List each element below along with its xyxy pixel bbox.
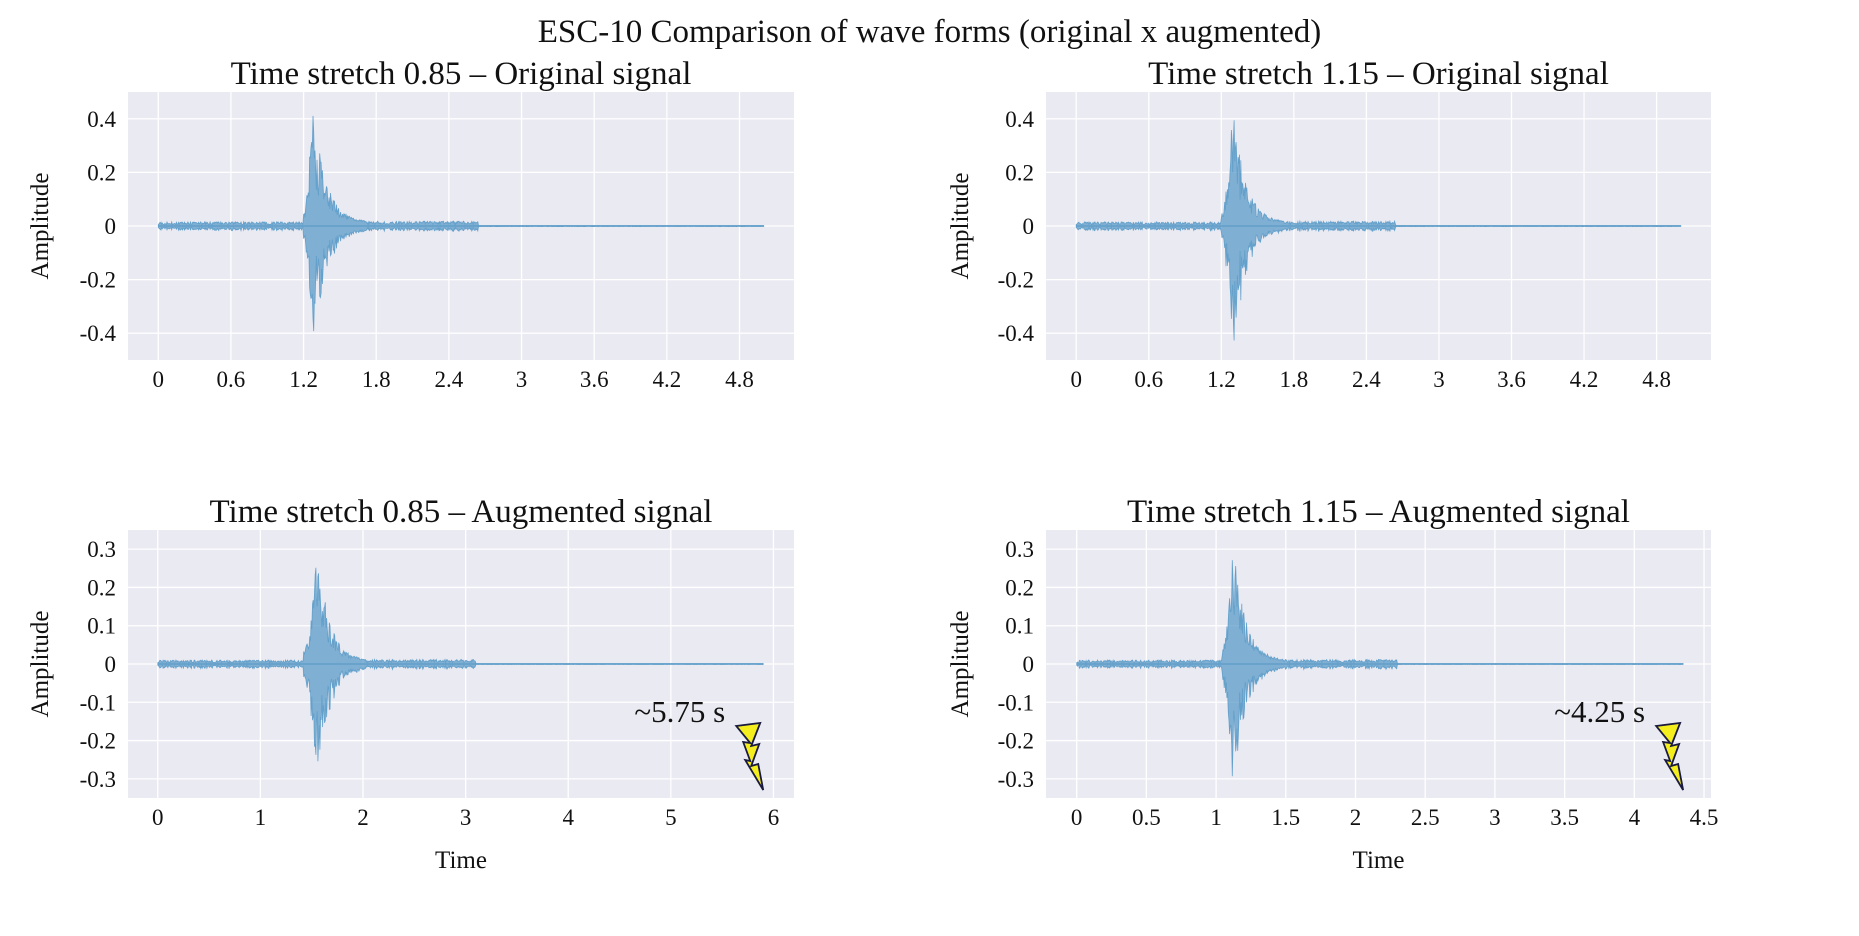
y-tick-label: 0.1: [1005, 614, 1034, 639]
y-tick-label: 0: [1023, 214, 1035, 239]
y-tick-label: -0.2: [80, 729, 116, 754]
x-tick-label: 2: [1350, 805, 1362, 830]
x-tick-label: 6: [768, 805, 780, 830]
x-tick-label: 4.2: [652, 367, 681, 392]
x-tick-label: 1.2: [1207, 367, 1236, 392]
x-tick-label: 3: [460, 805, 472, 830]
x-tick-label: 4: [1629, 805, 1641, 830]
y-tick-label: 0.1: [87, 614, 116, 639]
y-tick-label: 0.4: [1005, 107, 1034, 132]
x-tick-label: 3.6: [1497, 367, 1526, 392]
y-tick-label: -0.1: [80, 690, 116, 715]
x-tick-label: 0.5: [1132, 805, 1161, 830]
figure-title: ESC-10 Comparison of wave forms (origina…: [537, 14, 1322, 50]
x-tick-label: 4.2: [1570, 367, 1599, 392]
x-tick-label: 1.2: [289, 367, 318, 392]
y-tick-label: -0.2: [998, 729, 1034, 754]
y-tick-label: -0.4: [998, 321, 1035, 346]
y-tick-label: 0.2: [87, 160, 116, 185]
panel-stretch-115-augmented: Time stretch 1.15 – Augmented signal 0 0.5…: [947, 494, 1719, 874]
x-tick-label: 4.8: [725, 367, 754, 392]
y-tick-label: 0.4: [87, 107, 116, 132]
x-tick-label: 2.4: [1352, 367, 1381, 392]
duration-annotation: ~4.25 s: [1554, 694, 1645, 729]
x-axis-label: Time: [1353, 847, 1405, 874]
panel-stretch-115-original: Time stretch 1.15 – Original signal 0 0.6 1…: [947, 56, 1711, 392]
lightning-bolt-icon: [1654, 721, 1685, 791]
y-tick-label: 0: [105, 214, 117, 239]
waveform-series: [1075, 120, 1682, 341]
x-tick-label: 3.6: [580, 367, 609, 392]
x-tick-label: 3.5: [1550, 805, 1579, 830]
panel-title: Time stretch 1.15 – Original signal: [1148, 56, 1609, 92]
x-tick-label: 1: [1210, 805, 1222, 830]
y-tick-label: -0.1: [998, 690, 1034, 715]
x-tick-label: 0.6: [217, 367, 246, 392]
x-tick-label: 0: [1070, 367, 1082, 392]
y-tick-label: -0.3: [998, 767, 1034, 792]
x-axis-label: Time: [435, 847, 487, 874]
x-tick-label: 1.8: [362, 367, 391, 392]
y-tick-label: 0.2: [1005, 160, 1034, 185]
panel-title: Time stretch 0.85 – Original signal: [231, 56, 692, 92]
x-tick-label: 1.8: [1279, 367, 1308, 392]
x-tick-label: 4.8: [1642, 367, 1671, 392]
panel-stretch-085-augmented: Time stretch 0.85 – Augmented signal 0 1 2 3…: [27, 494, 794, 874]
y-axis-label: Amplitude: [947, 173, 974, 280]
x-tick-label: 0: [152, 805, 164, 830]
x-tick-label: 0: [1071, 805, 1083, 830]
x-tick-label: 1.5: [1271, 805, 1300, 830]
x-tick-label: 4: [562, 805, 574, 830]
x-tick-label: 0.6: [1134, 367, 1163, 392]
panel-stretch-085-original: Time stretch 0.85 – Original signal 0 0.6 1…: [27, 56, 794, 392]
panel-title: Time stretch 0.85 – Augmented signal: [210, 494, 713, 530]
x-tick-label: 0: [153, 367, 165, 392]
x-tick-label: 3: [1489, 805, 1501, 830]
x-tick-label: 2: [357, 805, 369, 830]
y-tick-label: 0.2: [1005, 575, 1034, 600]
x-tick-label: 3: [516, 367, 528, 392]
duration-annotation: ~5.75 s: [634, 694, 725, 729]
x-tick-label: 3: [1433, 367, 1445, 392]
y-tick-label: 0.2: [87, 575, 116, 600]
y-tick-label: -0.4: [80, 321, 117, 346]
y-axis-label: Amplitude: [947, 611, 974, 718]
x-tick-label: 4.5: [1690, 805, 1719, 830]
x-tick-label: 2.5: [1411, 805, 1440, 830]
x-tick-label: 2.4: [435, 367, 464, 392]
y-tick-label: -0.2: [998, 268, 1034, 293]
lightning-bolt-icon: [734, 721, 765, 791]
y-tick-label: 0: [1023, 652, 1035, 677]
y-tick-label: 0: [105, 652, 117, 677]
y-axis-label: Amplitude: [27, 611, 54, 718]
y-axis-label: Amplitude: [27, 173, 54, 280]
y-tick-label: -0.2: [80, 268, 116, 293]
y-tick-label: 0.3: [87, 537, 116, 562]
panel-title: Time stretch 1.15 – Augmented signal: [1127, 494, 1630, 530]
y-tick-label: -0.3: [80, 767, 116, 792]
x-tick-label: 5: [665, 805, 677, 830]
x-tick-label: 1: [255, 805, 266, 830]
y-tick-label: 0.3: [1005, 537, 1034, 562]
